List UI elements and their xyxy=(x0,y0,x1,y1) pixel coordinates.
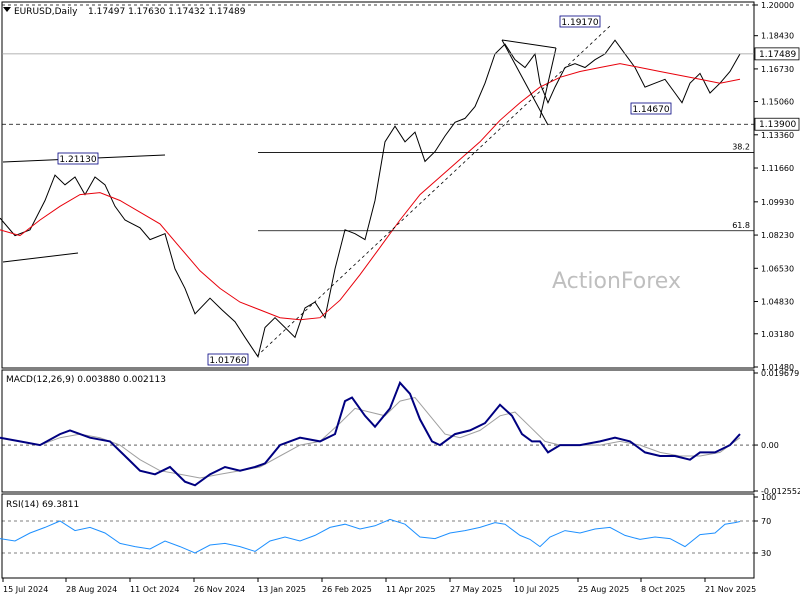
macd-title: MACD(12,26,9) 0.003880 0.002113 xyxy=(6,375,166,385)
price-layer: 38.2 61.8 1.21130 1.01760 1.19170 1.14670 xyxy=(0,15,754,366)
x-tick-label: 11 Oct 2024 xyxy=(130,585,179,594)
price-tick-label: 1.03180 xyxy=(761,330,794,339)
macd-main-line xyxy=(0,380,741,487)
rsi-title: RSI(14) 69.3811 xyxy=(6,500,79,510)
chart-symbol: EURUSD,Daily xyxy=(14,7,78,17)
annotation-label: 1.14670 xyxy=(632,105,669,115)
annotation-label: 1.01760 xyxy=(209,356,246,366)
x-tick-label: 21 Nov 2025 xyxy=(705,585,756,594)
x-tick-label: 15 Jul 2024 xyxy=(3,585,48,594)
scroll-arrow-icon[interactable] xyxy=(3,7,11,12)
support-level-label: 1.13900 xyxy=(759,120,796,130)
price-tick-label: 1.08230 xyxy=(761,231,794,240)
chart-ohlc: 1.17497 1.17630 1.17432 1.17489 xyxy=(88,7,246,17)
rsi-panel xyxy=(1,493,755,579)
x-tick-label: 26 Nov 2024 xyxy=(194,585,245,594)
fib-level-label: 61.8 xyxy=(732,221,750,230)
current-price-box xyxy=(754,47,800,61)
fib-level-label: 38.2 xyxy=(732,143,750,152)
price-tick-label: 1.13360 xyxy=(761,131,794,140)
price-tick-label: 1.18430 xyxy=(761,32,794,41)
annotation-box xyxy=(559,15,601,28)
rsi-tick-label: 30 xyxy=(761,549,771,558)
price-tick-label: 1.01480 xyxy=(761,363,794,372)
x-tick-label: 11 Apr 2025 xyxy=(386,585,435,594)
price-tick-label: 1.09930 xyxy=(761,198,794,207)
triangle-right-line xyxy=(539,47,557,119)
macd-tick-label: -0.012552 xyxy=(761,487,800,496)
watermark: ActionForex xyxy=(552,269,681,294)
x-tick-label: 25 Aug 2025 xyxy=(578,585,629,594)
dashed-trendline xyxy=(256,25,611,357)
x-tick-label: 26 Feb 2025 xyxy=(322,585,372,594)
rsi-layer xyxy=(0,518,754,554)
x-tick-label: 13 Jan 2025 xyxy=(258,585,306,594)
x-tick-label: 27 May 2025 xyxy=(450,585,502,594)
price-tick-label: 1.20000 xyxy=(761,1,794,10)
x-tick-label: 10 Jul 2025 xyxy=(514,585,559,594)
annotation-box xyxy=(630,102,672,115)
macd-tick-label: 0.019679 xyxy=(761,369,799,378)
price-tick-label: 1.15060 xyxy=(761,98,794,107)
rsi-line xyxy=(0,518,741,554)
x-tick-label: 8 Oct 2025 xyxy=(641,585,685,594)
x-tick-label: 28 Aug 2024 xyxy=(66,585,117,594)
lower-channel-line xyxy=(2,252,79,263)
annotation-label: 1.19170 xyxy=(561,18,598,28)
macd-tick-label: 0.00 xyxy=(761,441,779,450)
macd-panel xyxy=(1,369,755,493)
price-tick-label: 1.04830 xyxy=(761,298,794,307)
price-tick-label: 1.16730 xyxy=(761,65,794,74)
price-tick-label: 1.06530 xyxy=(761,264,794,273)
current-price-label: 1.17489 xyxy=(759,50,796,60)
rsi-tick-label: 100 xyxy=(761,493,776,502)
annotation-box xyxy=(57,152,99,165)
support-level-box xyxy=(754,117,800,131)
price-tick-label: 1.11660 xyxy=(761,164,794,173)
rsi-tick-label: 70 xyxy=(761,517,771,526)
moving-average-line xyxy=(0,63,741,321)
triangle-top-line xyxy=(501,39,557,49)
annotation-box xyxy=(207,353,249,366)
macd-layer xyxy=(0,380,754,487)
annotation-label: 1.21130 xyxy=(59,155,96,165)
